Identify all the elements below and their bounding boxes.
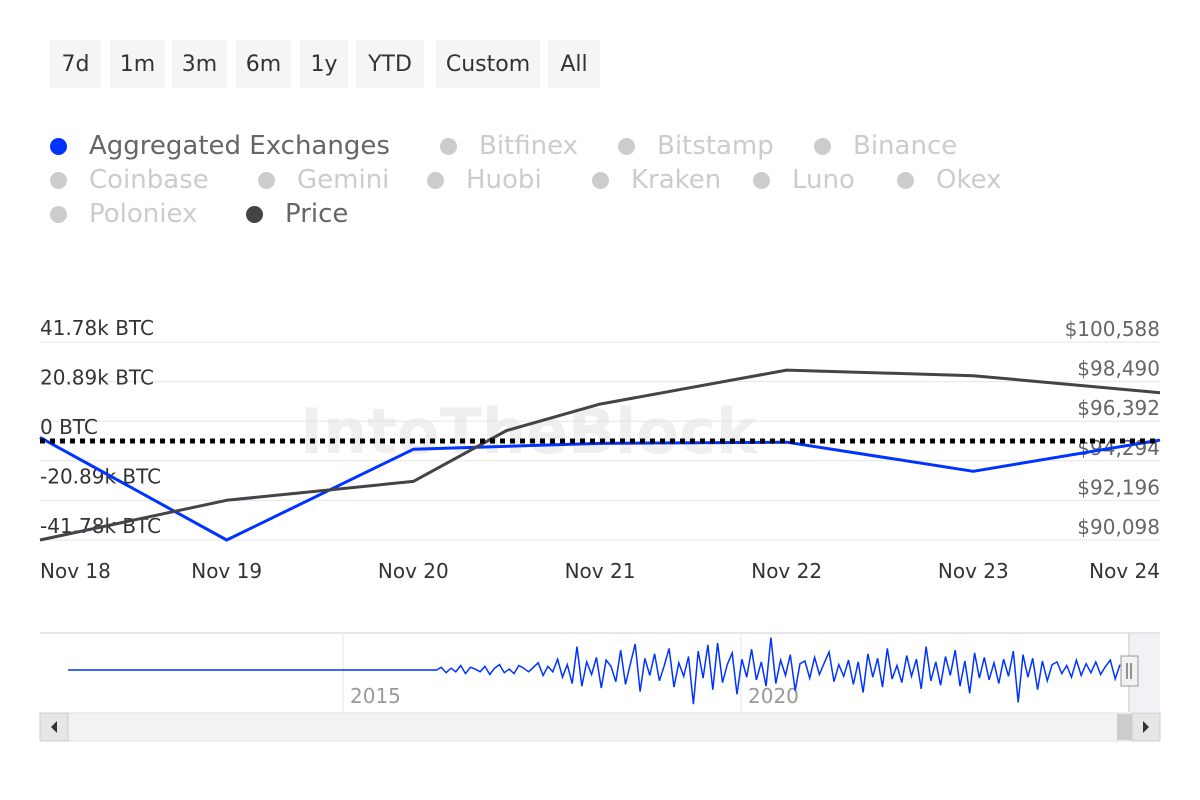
scrollbar-thumb[interactable] [1117, 714, 1132, 740]
x-tick-label: Nov 22 [751, 559, 822, 583]
x-tick-label: Nov 23 [938, 559, 1009, 583]
legend-label: Price [285, 199, 349, 229]
y-right-tick-label: $90,098 [1077, 515, 1160, 539]
legend-label: Binance [853, 131, 958, 161]
arrow-right-icon [1143, 721, 1149, 733]
y-right-tick-label: $100,588 [1065, 317, 1160, 341]
legend-label: Huobi [466, 165, 542, 195]
legend-label: Gemini [297, 165, 390, 195]
y-left-tick-label: 0 BTC [40, 415, 98, 439]
legend-label: Poloniex [89, 199, 198, 229]
navigator-label: 2015 [350, 684, 401, 708]
legend-marker-icon [50, 171, 67, 189]
y-right-tick-label: $98,490 [1077, 357, 1160, 381]
navigator-label: 2020 [748, 684, 799, 708]
legend-marker-icon [440, 137, 457, 155]
y-left-tick-label: 20.89k BTC [40, 366, 154, 390]
legend-item-huobi[interactable]: Huobi [427, 164, 542, 196]
x-tick-label: Nov 18 [40, 559, 111, 583]
legend-label: Aggregated Exchanges [89, 131, 390, 161]
legend-marker-icon [753, 171, 770, 189]
legend-item-aggregated-exchanges[interactable]: Aggregated Exchanges [50, 130, 390, 162]
arrow-left-icon [51, 721, 57, 733]
legend-label: Bitfinex [479, 131, 579, 161]
range-button-1y[interactable]: 1y [300, 40, 348, 88]
y-left-tick-label: -20.89k BTC [40, 465, 161, 489]
legend-label: Bitstamp [657, 131, 774, 161]
legend-item-bitstamp[interactable]: Bitstamp [618, 130, 774, 162]
x-tick-label: Nov 19 [191, 559, 262, 583]
legend-label: Luno [792, 165, 855, 195]
legend-item-luno[interactable]: Luno [753, 164, 855, 196]
legend-item-coinbase[interactable]: Coinbase [50, 164, 209, 196]
scrollbar-track [39, 712, 1161, 742]
y-left-tick-label: 41.78k BTC [40, 316, 154, 340]
legend-item-kraken[interactable]: Kraken [592, 164, 721, 196]
legend-marker-icon [592, 171, 609, 189]
range-button-custom[interactable]: Custom [436, 40, 540, 88]
range-button-3m[interactable]: 3m [172, 40, 227, 88]
legend-item-binance[interactable]: Binance [814, 130, 957, 162]
series-line-price [39, 368, 1161, 542]
legend-item-okex[interactable]: Okex [897, 164, 1002, 196]
legend-item-gemini[interactable]: Gemini [258, 164, 389, 196]
watermark: IntoTheBlock [300, 395, 759, 468]
legend-item-price[interactable]: Price [246, 198, 348, 230]
legend-marker-icon [50, 137, 67, 155]
x-tick-label: Nov 20 [378, 559, 449, 583]
range-button-7d[interactable]: 7d [50, 40, 101, 88]
legend-item-poloniex[interactable]: Poloniex [50, 198, 197, 230]
legend-marker-icon [427, 171, 444, 189]
legend-marker-icon [50, 205, 67, 223]
navigator-handle[interactable] [1120, 655, 1139, 687]
legend-marker-icon [618, 137, 635, 155]
x-tick-label: Nov 24 [1089, 559, 1160, 583]
range-button-6m[interactable]: 6m [236, 40, 291, 88]
legend-marker-icon [246, 205, 263, 223]
legend-marker-icon [814, 137, 831, 155]
legend-marker-icon [258, 171, 275, 189]
legend-label: Coinbase [89, 165, 209, 195]
legend-label: Okex [936, 165, 1002, 195]
y-right-tick-label: $96,392 [1077, 396, 1160, 420]
range-button-1m[interactable]: 1m [110, 40, 165, 88]
x-tick-label: Nov 21 [565, 559, 636, 583]
y-right-tick-label: $92,196 [1077, 475, 1160, 499]
range-button-all[interactable]: All [548, 40, 600, 88]
legend-label: Kraken [631, 165, 722, 195]
legend-marker-icon [897, 171, 914, 189]
navigator-series [68, 637, 1121, 705]
range-button-ytd[interactable]: YTD [356, 40, 424, 88]
legend-item-bitfinex[interactable]: Bitfinex [440, 130, 578, 162]
